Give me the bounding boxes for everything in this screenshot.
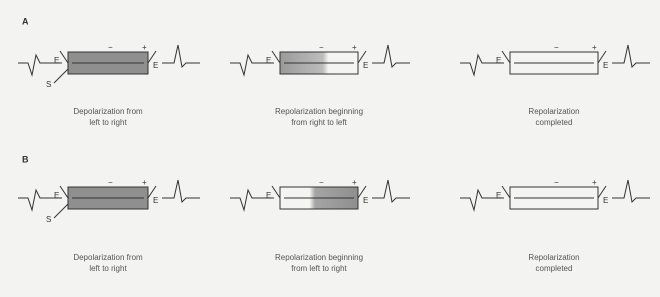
sign: − <box>108 178 113 187</box>
caption: Repolarization <box>528 107 579 116</box>
caption: left to right <box>89 264 127 273</box>
electrode-label: E <box>266 191 271 200</box>
sign: − <box>319 43 324 52</box>
electrode-label: E <box>603 196 608 205</box>
electrode-label: E <box>603 61 608 70</box>
sign: + <box>352 43 357 52</box>
page: A E E + − S Depolarization from left to right E E… <box>0 0 660 292</box>
caption: completed <box>536 118 573 127</box>
sign: − <box>554 43 559 52</box>
waveform <box>612 180 650 202</box>
caption: Repolarization <box>528 253 579 262</box>
lead <box>272 51 280 63</box>
stimulus-lead <box>54 69 68 83</box>
caption: from right to left <box>291 118 347 127</box>
stimulus-label: S <box>46 215 51 224</box>
waveform <box>162 45 200 67</box>
panel-label: B <box>22 154 29 164</box>
caption: Repolarization beginning <box>275 253 363 262</box>
caption: from left to right <box>291 264 347 273</box>
electrode-label: E <box>363 196 368 205</box>
electrode-label: E <box>54 191 59 200</box>
sign: + <box>142 43 147 52</box>
electrode-label: E <box>54 56 59 65</box>
caption: completed <box>536 264 573 273</box>
figure: A E E + − S Depolarization from left to right E E… <box>0 0 660 292</box>
lead <box>60 51 68 63</box>
sign: + <box>142 178 147 187</box>
lead <box>272 186 280 198</box>
lead <box>502 51 510 63</box>
sign: − <box>108 43 113 52</box>
waveform <box>162 180 200 202</box>
electrode-label: E <box>496 56 501 65</box>
caption: left to right <box>89 118 127 127</box>
waveform <box>612 45 650 67</box>
electrode-label: E <box>153 61 158 70</box>
waveform <box>372 180 410 202</box>
panel-label: A <box>22 16 29 26</box>
lead <box>60 186 68 198</box>
sign: + <box>592 178 597 187</box>
sign: − <box>319 178 324 187</box>
electrode-label: E <box>496 191 501 200</box>
electrode-label: E <box>266 56 271 65</box>
electrode-label: E <box>363 61 368 70</box>
waveform <box>372 45 410 67</box>
electrode-label: E <box>153 196 158 205</box>
caption: Depolarization from <box>73 253 143 262</box>
caption: Depolarization from <box>73 107 143 116</box>
lead <box>502 186 510 198</box>
sign: + <box>592 43 597 52</box>
sign: − <box>554 178 559 187</box>
sign: + <box>352 178 357 187</box>
stimulus-lead <box>54 204 68 218</box>
caption: Repolarization beginning <box>275 107 363 116</box>
stimulus-label: S <box>46 80 51 89</box>
